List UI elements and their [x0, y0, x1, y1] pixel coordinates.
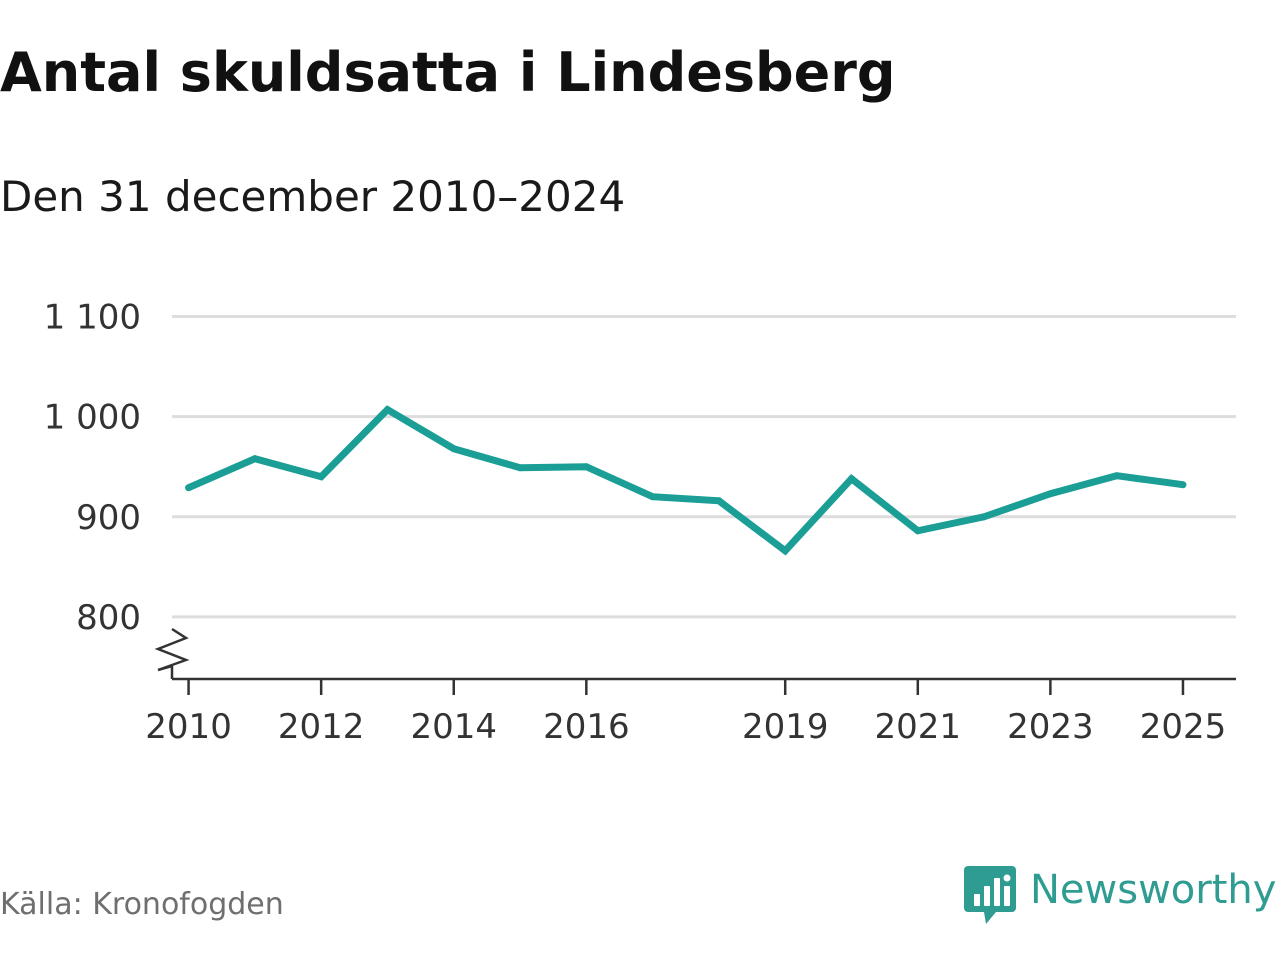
- data-point: [980, 513, 988, 521]
- data-point: [848, 475, 856, 483]
- x-tick-label: 2023: [1007, 707, 1094, 747]
- x-tick-label: 2025: [1140, 707, 1227, 747]
- data-point: [185, 484, 193, 492]
- y-tick-labels: 800 900 1 000 1 100: [44, 298, 141, 638]
- line-chart: 800 900 1 000 1 100 2010 2012 2014 2016 2019 202…: [44, 298, 1236, 747]
- series-line: [187, 405, 1184, 556]
- data-point: [1046, 490, 1054, 498]
- x-tick-label: 2019: [742, 707, 829, 747]
- data-point: [649, 493, 657, 501]
- chart-title: Antal skuldsatta i Lindesberg: [0, 41, 896, 104]
- data-point: [715, 497, 723, 505]
- data-point: [383, 406, 391, 414]
- source-note: Källa: Kronofogden: [0, 887, 284, 922]
- x-tick-label: 2014: [410, 707, 497, 747]
- data-point: [1179, 481, 1187, 489]
- y-tick-label: 800: [76, 598, 141, 638]
- x-tick-label: 2021: [875, 707, 962, 747]
- y-tick-label: 1 000: [44, 398, 141, 438]
- data-point: [516, 464, 524, 472]
- data-point: [450, 445, 458, 453]
- data-point: [1113, 472, 1121, 480]
- x-tick-label: 2016: [543, 707, 630, 747]
- series-layer: [185, 405, 1187, 556]
- newsworthy-brand: Newsworthy: [964, 864, 1276, 928]
- y-tick-label: 1 100: [44, 298, 141, 338]
- newsworthy-logo-icon: [964, 866, 1016, 924]
- x-tick-labels: 2010 2012 2014 2016 2019 2021 2023 2025: [145, 707, 1226, 747]
- x-tick-label: 2012: [278, 707, 365, 747]
- data-point: [317, 473, 325, 481]
- gridlines: [172, 315, 1236, 619]
- brand-name: Newsworthy: [1030, 867, 1277, 913]
- data-point: [251, 455, 259, 463]
- data-point: [914, 527, 922, 535]
- axis-break-marker: [154, 627, 190, 672]
- x-tick-label: 2010: [145, 707, 232, 747]
- y-tick-label: 900: [76, 498, 141, 538]
- data-point: [582, 463, 590, 471]
- axes: [154, 627, 1236, 695]
- data-point: [781, 547, 789, 555]
- chart-subtitle: Den 31 december 2010–2024: [0, 172, 626, 221]
